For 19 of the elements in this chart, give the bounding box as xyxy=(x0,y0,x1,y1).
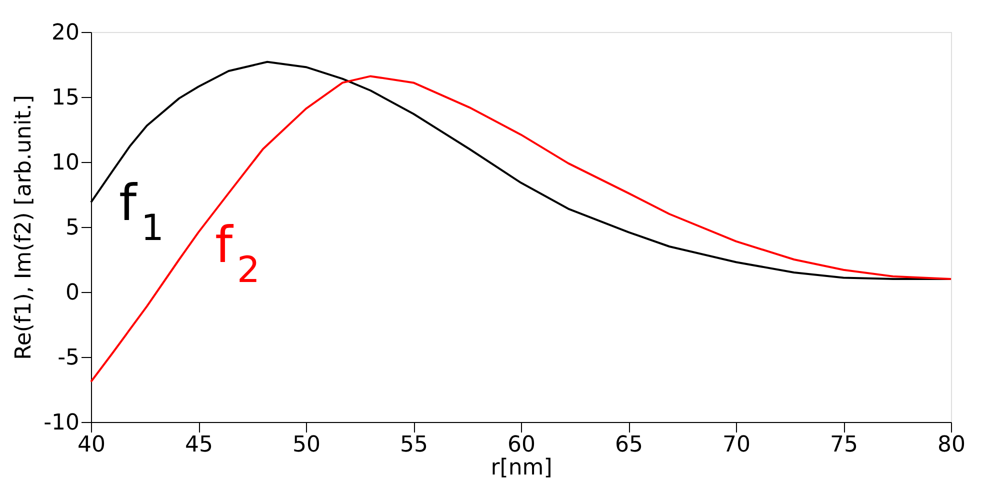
x-tick-label: 65 xyxy=(615,432,643,458)
x-tick-label: 70 xyxy=(722,432,750,458)
y-tick-label: 10 xyxy=(52,150,80,176)
y-tick-label: -5 xyxy=(58,346,80,370)
x-tick-label: 80 xyxy=(938,432,966,458)
x-tick-label: 50 xyxy=(292,432,320,458)
x-tick-label: 75 xyxy=(830,432,858,458)
x-tick-label: 60 xyxy=(508,432,536,458)
y-tick-label: 20 xyxy=(52,20,80,46)
y-axis-title: Re(f1), Im(f2) [arb.unit.] xyxy=(12,95,37,360)
y-tick-label: 15 xyxy=(52,86,80,110)
x-tick-label: 55 xyxy=(400,432,428,458)
x-tick-label: 40 xyxy=(78,432,106,458)
x-tick-label: 45 xyxy=(185,432,213,458)
y-tick-label: 5 xyxy=(66,216,80,240)
y-tick-label: -10 xyxy=(44,410,80,436)
line-series xyxy=(90,75,952,383)
x-axis-title: r[nm] xyxy=(490,456,552,480)
y-tick-label: 0 xyxy=(66,280,80,306)
